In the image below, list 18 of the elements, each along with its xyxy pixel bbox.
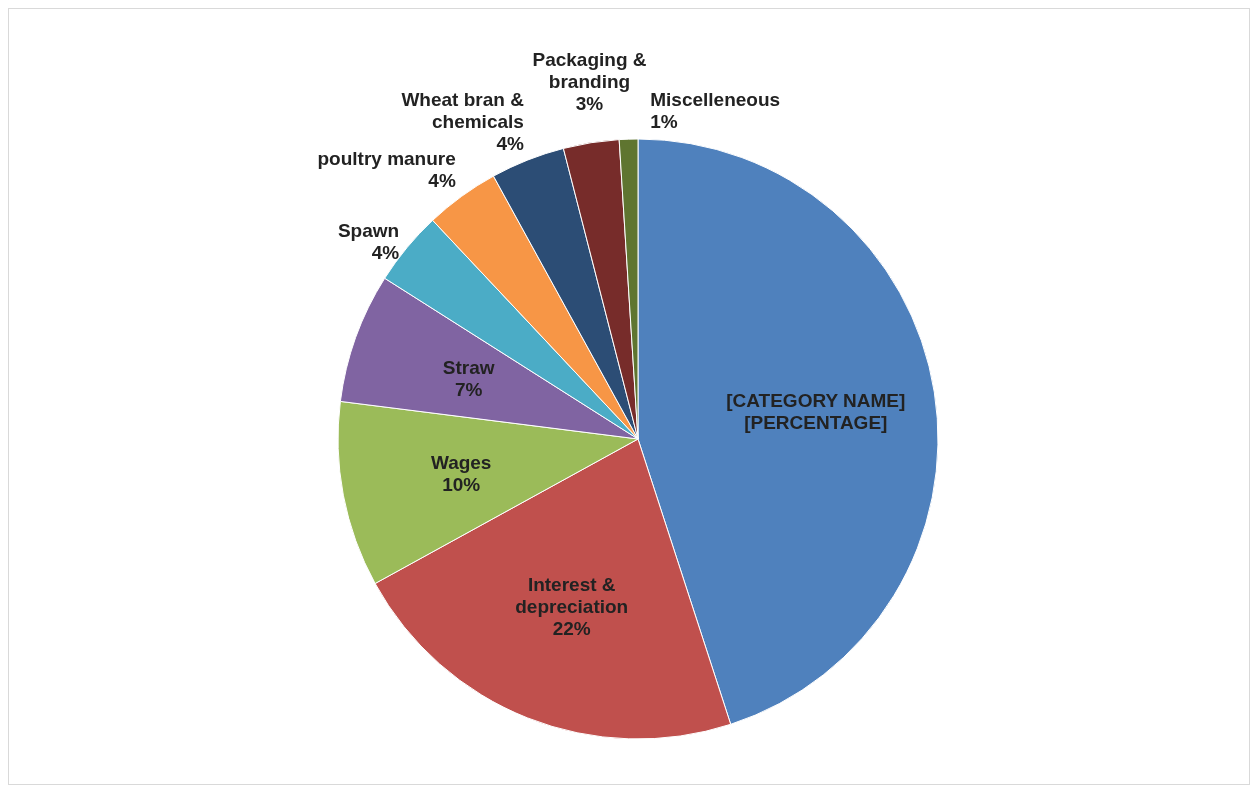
slice-label: Interest & depreciation	[515, 573, 629, 617]
data-label: 4%	[496, 132, 524, 154]
data-label: [PERCENTAGE]	[744, 411, 888, 433]
slice-label: Wheat bran & chemicals	[401, 88, 525, 132]
data-label: 4%	[428, 169, 456, 191]
slice-label: [CATEGORY NAME]	[726, 389, 906, 411]
data-label: 22%	[552, 617, 591, 639]
slice-label: Straw	[442, 356, 495, 378]
slice-label: Wages	[430, 451, 492, 473]
slice-label: poultry manure	[317, 147, 456, 169]
slice-label: Miscelleneous	[650, 88, 781, 110]
data-label: 7%	[454, 378, 483, 400]
slice-label: Spawn	[337, 219, 400, 241]
data-label: 3%	[575, 92, 604, 114]
data-label: 10%	[442, 473, 481, 495]
slice-label: Packaging & branding	[532, 48, 647, 92]
data-label: 1%	[650, 110, 678, 132]
data-label: 4%	[371, 241, 400, 263]
